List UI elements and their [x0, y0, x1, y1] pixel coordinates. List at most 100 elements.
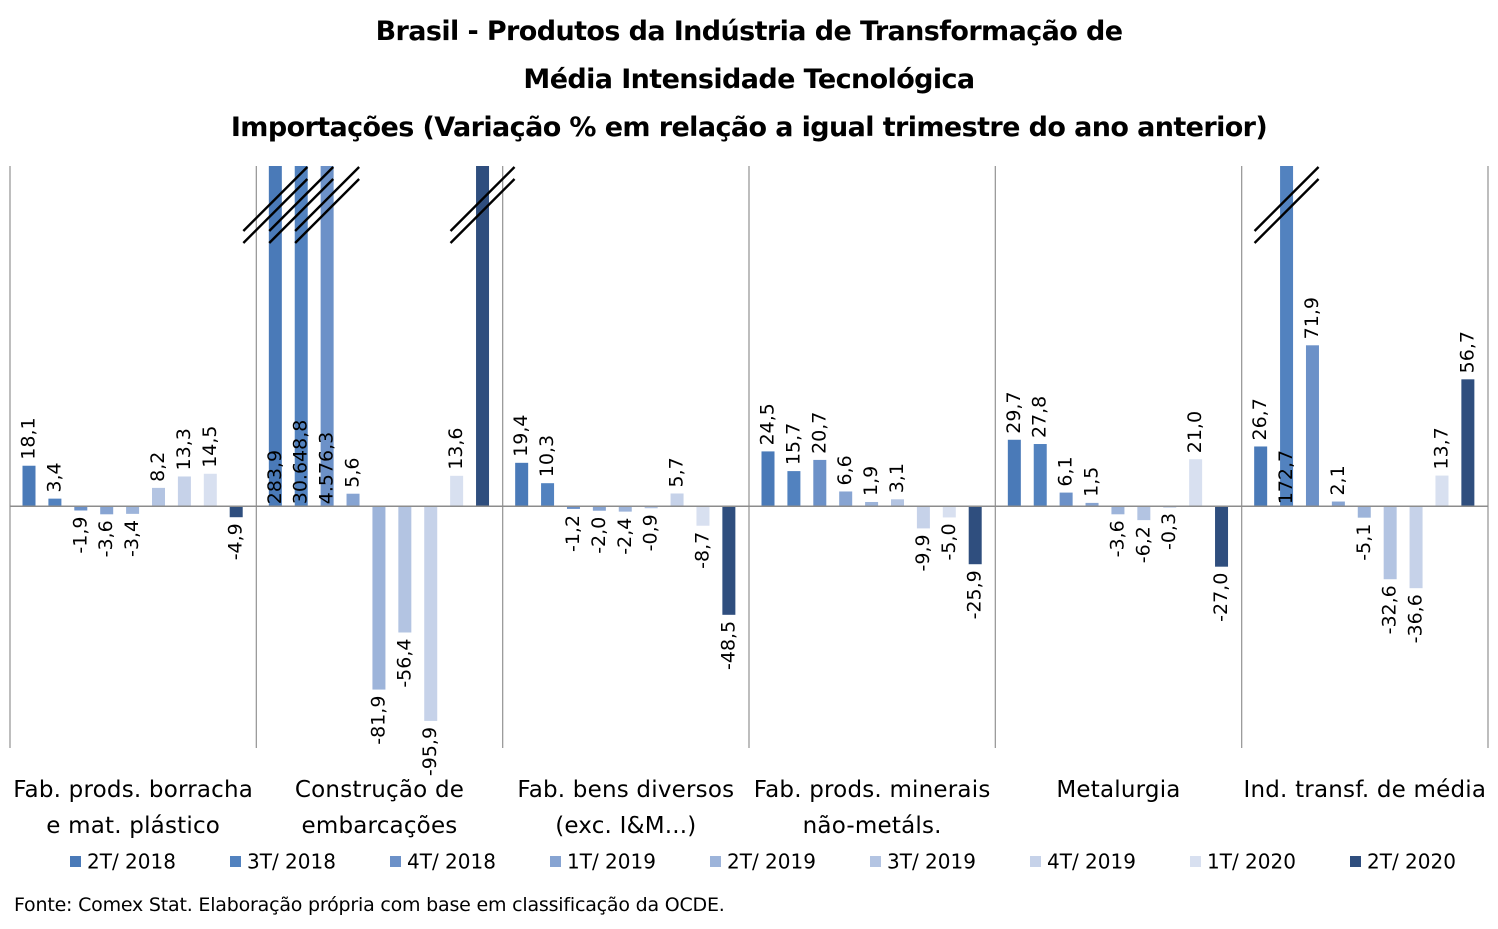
- bar: [48, 498, 62, 507]
- data-label: 3,4: [43, 462, 65, 492]
- data-label: -0,3: [1158, 513, 1180, 550]
- data-label: -36,6: [1405, 594, 1427, 643]
- category-label: Metalurgia: [1056, 777, 1180, 803]
- bar: [618, 506, 632, 512]
- legend-label: 3T/ 2019: [887, 850, 976, 874]
- data-label: 13,3: [173, 428, 195, 470]
- bar: [644, 506, 658, 509]
- data-label: 172,7: [1275, 450, 1297, 504]
- data-label: 2,1: [1327, 465, 1349, 495]
- bar: [670, 493, 684, 507]
- bar: [152, 487, 165, 507]
- bar: [398, 506, 412, 633]
- bar: [1254, 446, 1268, 507]
- bar: [177, 476, 191, 507]
- data-label: -1,9: [69, 516, 91, 553]
- data-label: -25,9: [964, 570, 986, 619]
- bar: [372, 506, 386, 690]
- bar: [722, 506, 736, 615]
- bar: [566, 506, 580, 509]
- axis-break-mark: [1253, 178, 1320, 244]
- legend-label: 2T/ 2020: [1367, 850, 1456, 874]
- category-label: e mat. plástico: [46, 813, 220, 839]
- axis-break-mark: [242, 178, 309, 244]
- data-label: -5,1: [1353, 524, 1375, 561]
- chart-title-line-1: Brasil - Produtos da Indústria de Transf…: [375, 16, 1123, 47]
- data-label: -95,9: [419, 727, 441, 776]
- data-label: 18,1: [18, 417, 40, 459]
- data-label: -56,4: [393, 638, 415, 687]
- bar: [22, 465, 36, 507]
- legend-label: 1T/ 2019: [567, 850, 656, 874]
- bar: [1189, 459, 1203, 507]
- bar: [839, 491, 853, 507]
- bar: [346, 493, 360, 507]
- bar: [787, 471, 801, 507]
- bar: [1305, 345, 1319, 507]
- bar: [1215, 506, 1229, 567]
- category-label: Construção de: [295, 777, 464, 803]
- bar: [968, 506, 982, 565]
- bar: [1137, 506, 1151, 521]
- axis-break-mark: [268, 178, 335, 244]
- data-label: 6,1: [1055, 456, 1077, 486]
- chart-title-line-3: Importações (Variação % em relação a igu…: [230, 112, 1268, 143]
- data-label: -8,7: [691, 532, 713, 569]
- axis-break-mark: [449, 166, 516, 232]
- bar: [450, 475, 464, 507]
- data-label: -48,5: [717, 621, 739, 670]
- data-label: 3,1: [886, 463, 908, 493]
- bar: [916, 506, 930, 529]
- bar: [203, 473, 217, 507]
- bar: [1059, 492, 1073, 507]
- bar: [1111, 506, 1125, 515]
- data-label: 6,6: [834, 455, 856, 485]
- data-label: 56,7: [1456, 331, 1478, 373]
- bar: [891, 499, 904, 507]
- data-label: 29,7: [1003, 391, 1025, 433]
- bar: [320, 166, 334, 507]
- axis-break-mark: [268, 166, 335, 232]
- legend-swatch: [1030, 856, 1041, 867]
- bar: [1331, 501, 1345, 507]
- chart-title: Brasil - Produtos da Indústria de Transf…: [0, 8, 1498, 152]
- legend-swatch: [1350, 856, 1361, 867]
- legend-label: 1T/ 2020: [1207, 850, 1296, 874]
- legend-swatch: [1190, 856, 1201, 867]
- category-label: embarcações: [302, 813, 458, 839]
- chart-title-line-2: Média Intensidade Tecnológica: [523, 64, 975, 95]
- bar: [1357, 506, 1371, 518]
- legend-label: 4T/ 2018: [407, 850, 496, 874]
- data-label: -1,2: [562, 515, 584, 552]
- data-label: -3,6: [95, 520, 117, 557]
- bar: [126, 506, 140, 514]
- data-label: -27,0: [1210, 573, 1232, 622]
- axis-break-mark: [294, 166, 360, 232]
- bar: [761, 451, 775, 507]
- category-label: Fab. bens diversos: [517, 777, 734, 803]
- data-label: -32,6: [1379, 585, 1401, 634]
- legend-swatch: [230, 856, 241, 867]
- bar: [74, 506, 88, 511]
- bar: [592, 506, 606, 511]
- data-label: 13,6: [445, 427, 467, 469]
- bar: [942, 506, 956, 518]
- bar: [1007, 439, 1021, 507]
- bar: [1085, 502, 1099, 507]
- bar: [865, 501, 879, 507]
- legend-label: 4T/ 2019: [1047, 850, 1136, 874]
- bar: [100, 506, 114, 515]
- data-label: 10,3: [536, 435, 558, 477]
- legend-swatch: [710, 856, 721, 867]
- legend-swatch: [550, 856, 561, 867]
- data-label: 14,5: [199, 425, 221, 467]
- data-label: 1,9: [860, 466, 882, 496]
- bar: [1435, 475, 1449, 507]
- legend-swatch: [870, 856, 881, 867]
- bar: [268, 166, 282, 507]
- bar: [476, 166, 490, 507]
- data-label: -81,9: [367, 696, 389, 745]
- data-label: -2,4: [614, 518, 636, 555]
- legend-label: 2T/ 2018: [87, 850, 176, 874]
